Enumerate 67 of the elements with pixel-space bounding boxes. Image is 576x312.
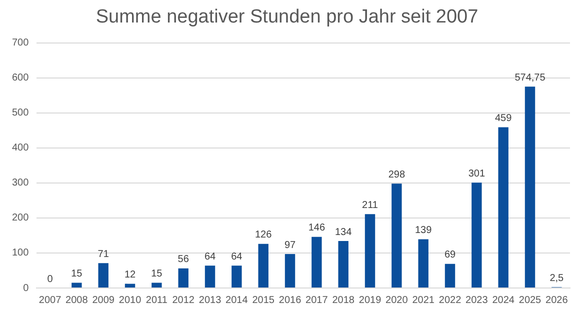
x-tick-label: 2008 xyxy=(66,294,88,306)
y-tick-label: 0 xyxy=(23,282,30,294)
y-tick-label: 600 xyxy=(12,72,30,84)
bar xyxy=(72,282,82,288)
y-tick-label: 500 xyxy=(12,108,30,119)
x-tick-label: 2021 xyxy=(412,294,435,306)
y-tick-label: 200 xyxy=(12,212,30,224)
data-label: 64 xyxy=(231,251,243,262)
x-tick-label: 2026 xyxy=(546,294,568,306)
bar xyxy=(338,241,348,288)
bar xyxy=(232,266,242,288)
data-label: 97 xyxy=(284,240,296,251)
x-tick-label: 2019 xyxy=(358,294,382,306)
x-tick-label: 2018 xyxy=(332,294,355,306)
x-tick-label: 2011 xyxy=(146,294,168,306)
data-label: 56 xyxy=(178,254,190,266)
x-tick-label: 2014 xyxy=(226,294,248,306)
y-tick-label: 100 xyxy=(12,248,30,259)
x-tick-label: 2016 xyxy=(278,294,302,306)
data-label: 64 xyxy=(204,251,216,262)
y-tick-label: 400 xyxy=(12,142,30,154)
data-label: 2,5 xyxy=(550,272,564,284)
data-label: 12 xyxy=(124,270,136,281)
data-label: 134 xyxy=(334,226,352,238)
x-tick-label: 2015 xyxy=(252,294,275,306)
bar xyxy=(284,254,296,288)
x-tick-label: 2020 xyxy=(386,294,408,306)
x-tick-label: 2017 xyxy=(306,294,328,306)
x-tick-label: 2012 xyxy=(172,294,195,306)
data-label: 301 xyxy=(468,168,486,180)
data-label: 126 xyxy=(255,230,272,241)
x-tick-label: 2024 xyxy=(492,294,515,306)
bar xyxy=(418,239,428,288)
x-tick-label: 2025 xyxy=(518,294,542,306)
bar xyxy=(524,86,536,288)
data-label: 71 xyxy=(98,248,110,260)
bar xyxy=(152,282,162,288)
data-label: 0 xyxy=(47,274,54,285)
data-label: 211 xyxy=(362,200,378,211)
x-tick-label: 2009 xyxy=(92,294,115,306)
x-tick-label: 2022 xyxy=(438,294,462,306)
data-label: 298 xyxy=(388,169,406,180)
bar xyxy=(364,214,376,288)
chart-title: Summe negativer Stunden pro Jahr seit 2007 xyxy=(96,6,478,28)
bar xyxy=(178,268,188,288)
bar xyxy=(498,127,508,288)
x-tick-label: 2013 xyxy=(198,294,222,306)
x-tick-label: 2007 xyxy=(38,294,62,306)
bar xyxy=(124,284,136,288)
data-label: 139 xyxy=(414,225,432,236)
bar xyxy=(98,263,108,288)
bar xyxy=(258,244,268,288)
bar xyxy=(472,182,482,288)
data-label: 146 xyxy=(308,222,326,234)
data-label: 15 xyxy=(151,268,163,280)
bar xyxy=(204,266,216,288)
x-tick-label: 2023 xyxy=(466,294,488,306)
data-label: 459 xyxy=(494,112,512,124)
data-label: 69 xyxy=(444,250,456,261)
bar xyxy=(312,236,322,288)
y-tick-label: 300 xyxy=(12,178,30,189)
y-tick-label: 700 xyxy=(12,38,30,49)
data-label: 574,75 xyxy=(514,72,546,84)
data-label: 15 xyxy=(71,268,83,280)
bar xyxy=(444,264,456,288)
x-tick-label: 2010 xyxy=(118,294,142,306)
bar xyxy=(392,184,402,288)
